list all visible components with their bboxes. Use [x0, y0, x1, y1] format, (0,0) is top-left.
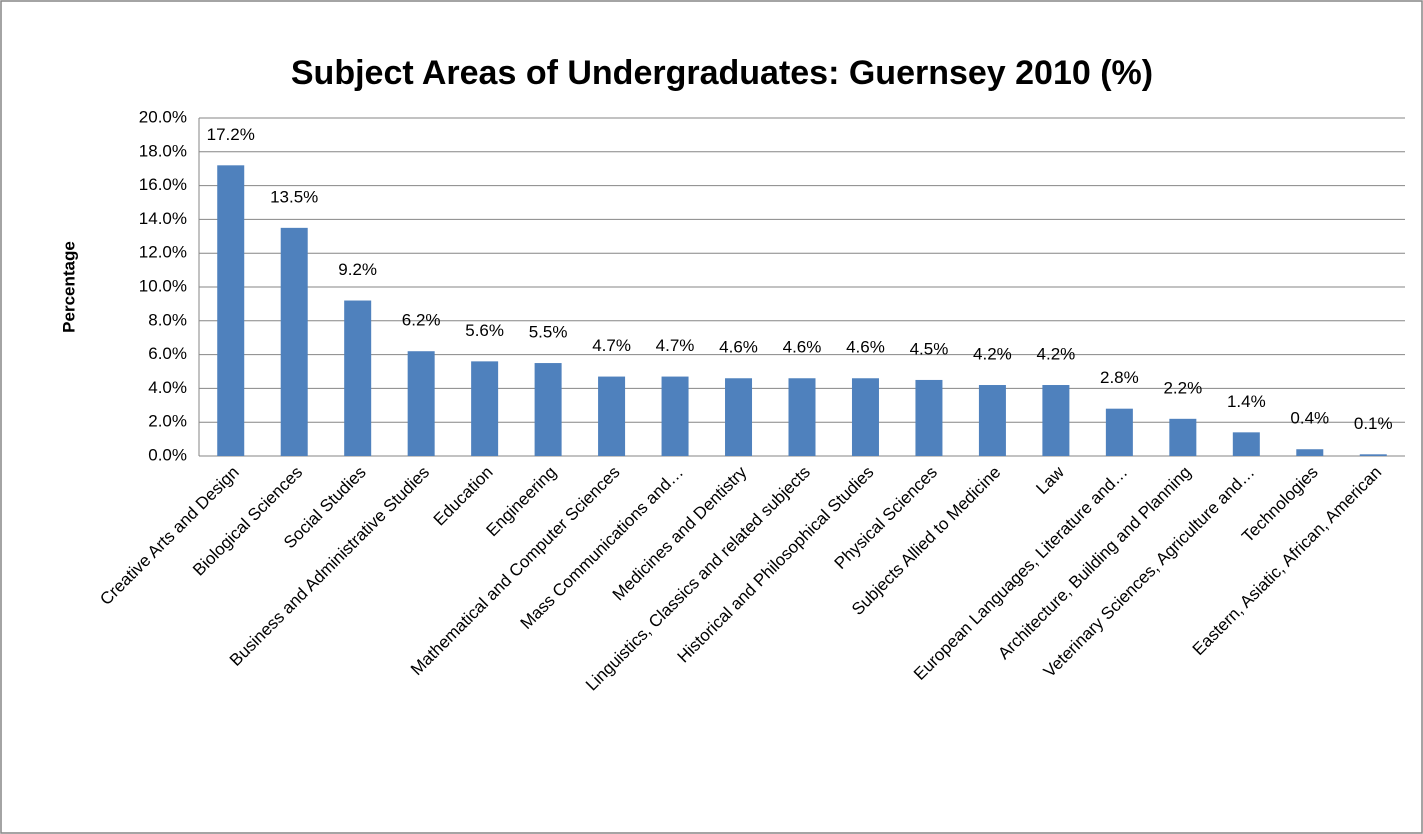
bar [978, 385, 1006, 456]
bar [534, 363, 562, 456]
y-tick-label: 6.0% [148, 344, 187, 363]
bar [1042, 385, 1070, 456]
bar [725, 378, 753, 456]
bar [851, 378, 879, 456]
data-label: 0.1% [1354, 414, 1393, 433]
y-tick-label: 4.0% [148, 378, 187, 397]
bar [1359, 454, 1387, 456]
bar [598, 376, 626, 456]
data-label: 13.5% [270, 187, 318, 206]
bar [344, 300, 372, 456]
y-tick-label: 14.0% [139, 209, 187, 228]
data-label: 17.2% [207, 125, 255, 144]
data-label: 4.5% [910, 339, 949, 358]
bar [1105, 408, 1133, 456]
y-tick-label: 20.0% [139, 107, 187, 126]
data-label: 2.8% [1100, 368, 1139, 387]
bar [280, 227, 308, 456]
bar [407, 351, 435, 456]
y-tick-label: 18.0% [139, 141, 187, 160]
data-label: 4.7% [592, 336, 631, 355]
y-tick-label: 10.0% [139, 276, 187, 295]
bar [788, 378, 816, 456]
data-label: 1.4% [1227, 392, 1266, 411]
bar [471, 361, 499, 456]
data-label: 4.7% [656, 336, 695, 355]
y-axis-title: Percentage [59, 241, 78, 333]
data-label: 4.6% [846, 338, 885, 357]
data-label: 5.6% [465, 321, 504, 340]
data-label: 4.6% [719, 338, 758, 357]
data-label: 2.2% [1163, 378, 1202, 397]
y-tick-label: 2.0% [148, 412, 187, 431]
y-tick-label: 16.0% [139, 175, 187, 194]
data-label: 4.2% [973, 345, 1012, 364]
data-label: 5.5% [529, 323, 568, 342]
bar [915, 379, 943, 456]
bar [1169, 418, 1197, 456]
y-tick-label: 12.0% [139, 243, 187, 262]
bar [217, 165, 245, 456]
data-label: 0.4% [1290, 409, 1329, 428]
data-label: 6.2% [402, 311, 441, 330]
y-tick-label: 0.0% [148, 445, 187, 464]
bar [1296, 449, 1324, 456]
bar [661, 376, 689, 456]
data-label: 4.2% [1037, 345, 1076, 364]
data-label: 4.6% [783, 338, 822, 357]
chart-title: Subject Areas of Undergraduates: Guernse… [291, 54, 1153, 92]
bar [1232, 432, 1260, 456]
y-tick-label: 8.0% [148, 310, 187, 329]
data-label: 9.2% [338, 260, 377, 279]
